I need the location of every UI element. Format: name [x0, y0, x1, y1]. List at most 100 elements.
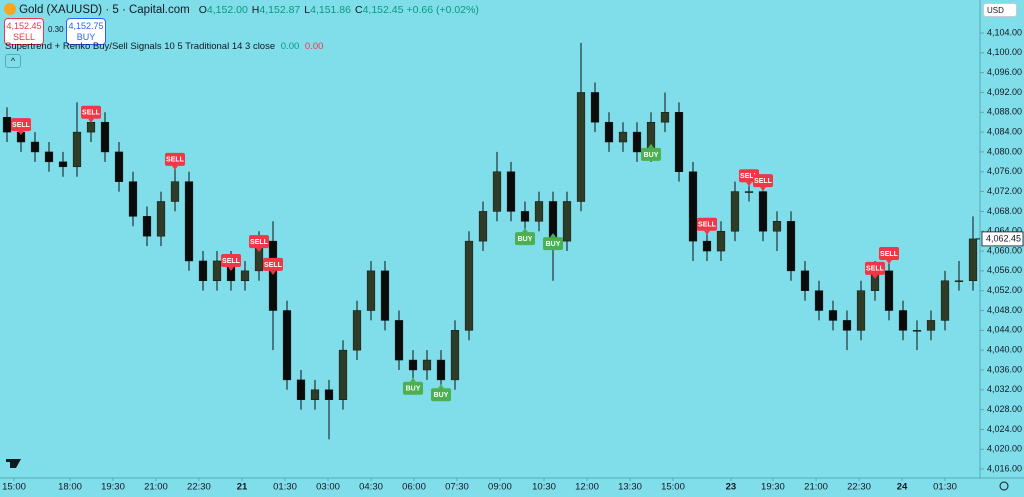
candle-body: [240, 270, 250, 282]
candle-body: [310, 389, 320, 400]
signal-label: BUY: [434, 392, 449, 399]
x-tick-label: 19:30: [101, 482, 125, 493]
candle-body: [842, 320, 852, 331]
y-tick-label: 4,104.00: [987, 27, 1022, 37]
x-tick-label: 21:00: [144, 482, 168, 493]
y-tick-label: 4,092.00: [987, 87, 1022, 97]
candle-body: [632, 131, 642, 153]
x-tick-label: 22:30: [187, 482, 211, 493]
x-tick-label: 01:30: [273, 482, 297, 493]
signal-pointer: [746, 182, 752, 187]
x-tick-label: 03:00: [316, 482, 340, 493]
signal-box: [543, 237, 563, 251]
candle-body: [520, 211, 530, 222]
candle-body: [590, 92, 600, 123]
signal: BUY: [515, 228, 535, 246]
signal-label: SELL: [880, 251, 899, 258]
candle-body: [464, 240, 474, 331]
candle-body: [674, 112, 684, 173]
indicator: Supertrend + Renko Buy/Sell Signals 10 5…: [5, 41, 276, 52]
signal-box: [11, 118, 31, 132]
candle-body: [730, 191, 740, 232]
indicator-row: Supertrend + Renko Buy/Sell Signals 10 5…: [5, 41, 323, 52]
signal-pointer: [872, 274, 878, 279]
ohlc-key: H: [251, 4, 260, 16]
y-tick-label: 4,096.00: [987, 67, 1022, 77]
x-tick-label: 06:00: [402, 482, 426, 493]
ohlc-value: 4,152.87: [259, 4, 301, 16]
signal: SELL: [81, 105, 101, 123]
signal-pointer: [172, 165, 178, 170]
candle-body: [394, 320, 404, 361]
indicator-value: 0.00: [304, 41, 324, 52]
ohlc-value: 4,152.00: [206, 4, 248, 16]
ohlc-key: O: [198, 4, 207, 16]
candle-body: [702, 240, 712, 252]
candle-body: [72, 131, 82, 168]
x-tick-label: 21: [237, 482, 248, 493]
signal-label: BUY: [518, 236, 533, 243]
candle-body: [380, 270, 390, 321]
y-tick-label: 4,084.00: [987, 126, 1022, 136]
signal-label: BUY: [406, 386, 421, 393]
sell-price: 4,152.45: [6, 21, 42, 31]
signal-box: [879, 247, 899, 261]
candle-body: [268, 240, 278, 311]
candle-body: [436, 359, 446, 381]
signal-label: SELL: [12, 122, 31, 129]
signal-box: [249, 235, 269, 249]
candle-body: [212, 260, 222, 282]
settings-icon[interactable]: [999, 481, 1009, 491]
y-tick-label: 4,076.00: [987, 166, 1022, 176]
candle-body: [184, 181, 194, 262]
signal-label: SELL: [754, 178, 773, 185]
candle-body: [198, 260, 208, 282]
candle-body: [324, 389, 334, 400]
candle-body: [142, 216, 152, 237]
signal-box: [697, 217, 717, 231]
signal-pointer: [88, 118, 94, 123]
y-tick-label: 4,100.00: [987, 47, 1022, 57]
y-tick-label: 4,068.00: [987, 206, 1022, 216]
candle-body: [954, 280, 964, 283]
signal: SELL: [865, 261, 885, 279]
x-tick-label: 12:00: [575, 482, 599, 493]
x-tick-label: 07:30: [445, 482, 469, 493]
candle-body: [926, 320, 936, 331]
candle-body: [660, 112, 670, 123]
signal-box: [81, 105, 101, 119]
candle-body: [338, 349, 348, 400]
y-tick-label: 4,064.00: [987, 226, 1022, 236]
signal-pointer: [228, 266, 234, 271]
signal-label: SELL: [740, 173, 759, 180]
signal-box: [753, 174, 773, 188]
signal-pointer: [550, 233, 556, 238]
x-tick-label: 13:30: [618, 482, 642, 493]
ohlc: O4,152.00 H4,152.87 L4,151.86 C4,152.45: [199, 4, 404, 16]
sell-button[interactable]: 4,152.45 SELL: [4, 18, 44, 45]
signal: SELL: [249, 235, 269, 253]
signal-box: [221, 253, 241, 267]
collapse-button[interactable]: ^: [5, 54, 21, 68]
x-tick-label: 22:30: [847, 482, 871, 493]
y-tick-label: 4,020.00: [987, 444, 1022, 454]
x-tick-label: 21:00: [804, 482, 828, 493]
buy-button[interactable]: 4,152.75 BUY: [66, 18, 106, 45]
y-tick-label: 4,048.00: [987, 305, 1022, 315]
signal-pointer: [270, 270, 276, 275]
currency-button[interactable]: USD: [983, 3, 1017, 17]
last-price-label: 4,062.45: [986, 233, 1021, 243]
x-tick-label: 19:30: [761, 482, 785, 493]
signal-label: SELL: [222, 258, 241, 265]
candle-body: [408, 359, 418, 371]
candle-body: [492, 171, 502, 212]
signal: SELL: [697, 217, 717, 235]
candle-body: [772, 221, 782, 232]
candle-body: [562, 201, 572, 242]
signal-label: BUY: [644, 152, 659, 159]
signal: SELL: [879, 247, 899, 265]
y-tick-label: 4,060.00: [987, 245, 1022, 255]
signal-label: SELL: [264, 262, 283, 269]
signal-label: SELL: [698, 222, 717, 229]
